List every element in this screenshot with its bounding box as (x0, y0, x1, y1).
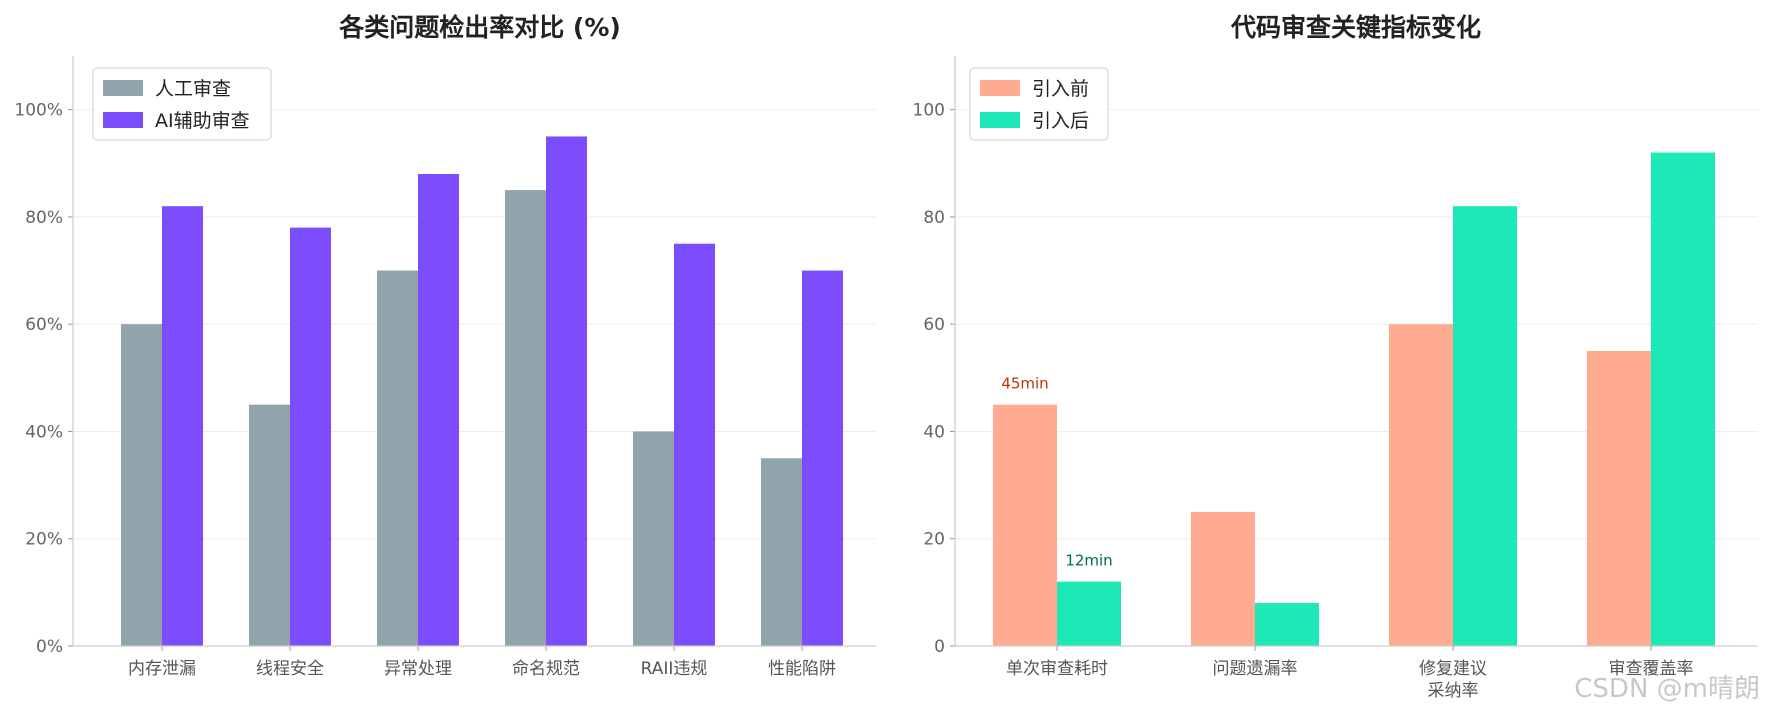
legend-swatch (103, 80, 143, 96)
bar-c1-s2-1 (162, 206, 203, 646)
y-tick-label: 100% (14, 101, 63, 121)
x-tick-label: 单次审查耗时 (1006, 659, 1108, 679)
y-tick-label: 40 (923, 422, 945, 442)
y-tick-label: 20% (25, 530, 63, 550)
bar-c2-s1-1 (993, 404, 1057, 646)
bar-c1-s1-5 (633, 431, 674, 646)
legend-swatch (980, 80, 1020, 96)
y-tick-label: 40% (25, 422, 63, 442)
y-tick-label: 0 (934, 637, 945, 657)
bar-c1-s1-4 (505, 190, 546, 646)
bar-c1-s2-5 (674, 243, 715, 646)
chart-title: 代码审查关键指标变化 (1230, 13, 1481, 42)
y-tick-label: 80% (25, 208, 63, 228)
x-tick-label: 线程安全 (256, 659, 324, 679)
x-tick-label: 命名规范 (512, 659, 580, 679)
bar-c2-s2-2 (1255, 603, 1319, 646)
bar-c1-s1-3 (377, 270, 418, 646)
bar-c1-s1-1 (121, 324, 162, 646)
chart-title: 各类问题检出率对比 (%) (338, 13, 621, 42)
bar-c2-s1-2 (1191, 511, 1255, 646)
legend-label: 引入后 (1032, 110, 1089, 132)
legend-label: 引入前 (1032, 78, 1089, 100)
x-tick-label: 问题遗漏率 (1213, 659, 1298, 679)
bar-c2-s2-1 (1057, 581, 1121, 646)
legend-swatch (103, 112, 143, 128)
bar-c1-s2-6 (802, 270, 843, 646)
bar-c1-s1-2 (249, 404, 290, 646)
x-tick-label: RAII违规 (641, 659, 708, 679)
bar-c1-s2-3 (418, 174, 459, 646)
y-tick-label: 100 (913, 101, 945, 121)
data-label: 12min (1065, 552, 1112, 570)
x-tick-label: 性能陷阱 (768, 659, 836, 679)
bar-c1-s2-2 (290, 227, 331, 647)
x-tick-label: 采纳率 (1428, 681, 1479, 701)
bar-c2-s2-3 (1453, 206, 1517, 646)
y-tick-label: 60 (923, 315, 945, 335)
data-label: 45min (1001, 375, 1048, 393)
chart-right: 代码审查关键指标变化 0 20 40 60 80 100 45min 12min 单次审查耗时 问题… (913, 13, 1758, 701)
y-tick-label: 20 (923, 530, 945, 550)
bar-c2-s1-4 (1587, 351, 1651, 646)
x-tick-label: 修复建议 (1419, 659, 1487, 679)
chart-left: 各类问题检出率对比 (%) 0% 20% 40% 60% 80% 100% 内存泄漏 线程安全 异… (14, 13, 876, 679)
legend-label: 人工审查 (155, 78, 231, 100)
bar-c1-s1-6 (761, 458, 802, 646)
x-tick-label: 内存泄漏 (128, 659, 196, 679)
y-tick-label: 80 (923, 208, 945, 228)
bar-c2-s2-4 (1651, 152, 1715, 646)
y-tick-label: 60% (25, 315, 63, 335)
legend-label: AI辅助审查 (155, 110, 250, 132)
legend-swatch (980, 112, 1020, 128)
y-tick-label: 0% (36, 637, 63, 657)
x-tick-label: 审查覆盖率 (1609, 659, 1694, 679)
bar-c2-s1-3 (1389, 324, 1453, 646)
bar-c1-s2-4 (546, 136, 587, 647)
x-tick-label: 异常处理 (384, 659, 452, 679)
watermark: CSDN @m晴朗 (1574, 674, 1760, 704)
